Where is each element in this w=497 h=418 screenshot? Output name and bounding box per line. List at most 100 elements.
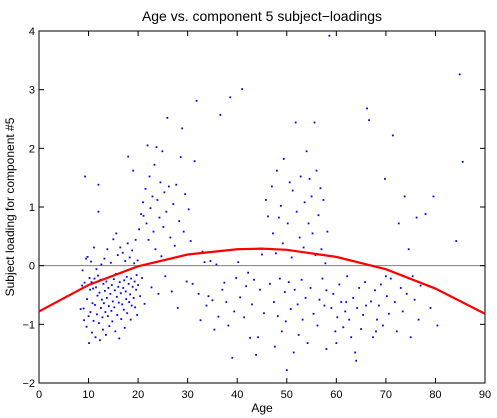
data-point <box>273 345 276 348</box>
data-point <box>305 150 308 153</box>
data-point <box>185 280 188 283</box>
data-point <box>292 351 295 354</box>
data-point <box>458 73 461 76</box>
data-point <box>237 261 240 264</box>
data-point <box>127 282 130 285</box>
data-point <box>118 281 121 283</box>
data-point <box>364 281 366 283</box>
data-point <box>115 232 118 235</box>
data-point <box>124 290 127 293</box>
data-point <box>318 298 321 301</box>
data-point <box>158 216 161 219</box>
data-point <box>319 187 322 190</box>
data-point <box>253 278 255 281</box>
data-point <box>92 319 95 322</box>
x-tick-label: 50 <box>281 389 293 401</box>
data-point <box>358 287 361 289</box>
data-point <box>165 210 168 213</box>
data-point <box>105 333 107 336</box>
data-point <box>314 254 317 257</box>
data-point <box>382 324 384 327</box>
data-point <box>156 199 159 201</box>
data-point <box>403 195 406 198</box>
data-point <box>178 220 181 222</box>
x-tick-label: 90 <box>479 389 491 401</box>
data-point <box>173 244 176 247</box>
data-point <box>179 156 182 159</box>
data-point <box>101 316 104 319</box>
data-point <box>106 315 109 318</box>
data-point <box>370 300 372 303</box>
plot-frame <box>38 30 486 384</box>
data-point <box>227 324 230 327</box>
data-point <box>346 275 349 278</box>
data-point <box>103 257 106 260</box>
data-point <box>298 236 301 239</box>
data-point <box>368 119 370 122</box>
y-tick-label: 2 <box>29 143 35 155</box>
data-point <box>261 253 263 256</box>
data-point <box>325 348 328 350</box>
data-point <box>257 336 259 339</box>
data-point <box>211 299 214 302</box>
data-point <box>81 284 84 287</box>
data-point <box>324 262 327 265</box>
data-point <box>121 303 124 306</box>
data-point <box>279 204 282 207</box>
data-point <box>101 298 103 301</box>
data-point <box>245 285 248 288</box>
data-point <box>136 314 139 316</box>
data-point <box>109 292 112 295</box>
data-point <box>108 325 111 327</box>
data-point <box>102 328 104 331</box>
data-point <box>118 337 121 340</box>
data-point <box>100 307 102 309</box>
data-point <box>107 287 110 289</box>
data-point <box>85 325 88 328</box>
data-point <box>310 195 313 198</box>
data-point <box>274 252 277 255</box>
data-point <box>143 302 146 305</box>
data-point <box>79 308 82 310</box>
data-point <box>116 254 119 257</box>
data-point <box>348 318 351 321</box>
data-point <box>387 312 390 315</box>
data-point <box>323 304 326 307</box>
data-point <box>296 303 299 306</box>
data-point <box>96 313 98 316</box>
data-point <box>126 312 129 315</box>
y-tick-label: 1 <box>29 202 35 214</box>
data-point <box>366 107 368 110</box>
data-point <box>302 246 305 249</box>
data-point <box>334 330 337 333</box>
data-point <box>413 298 416 301</box>
data-point <box>102 282 105 285</box>
data-point <box>176 307 179 309</box>
data-point <box>134 238 137 241</box>
data-point <box>161 150 164 153</box>
data-point <box>243 316 246 319</box>
data-point <box>122 287 125 289</box>
data-point <box>308 177 311 180</box>
data-point <box>152 230 155 233</box>
data-point <box>354 351 357 354</box>
data-point <box>399 287 402 289</box>
x-tick-label: 30 <box>182 389 194 401</box>
data-point <box>112 278 115 281</box>
data-point <box>360 328 363 330</box>
data-point <box>109 261 112 264</box>
data-point <box>98 322 100 325</box>
data-point <box>88 277 91 279</box>
data-point <box>131 249 134 252</box>
data-point <box>335 342 338 345</box>
data-point <box>94 336 97 339</box>
data-point <box>132 297 135 299</box>
data-point <box>229 96 232 99</box>
data-point <box>272 232 274 235</box>
data-point <box>397 222 400 225</box>
data-point <box>219 113 222 116</box>
x-tick-label: 10 <box>82 389 94 401</box>
data-point <box>217 315 220 318</box>
y-axis-ticks: −2 −1 0 1 2 3 4 <box>22 26 485 390</box>
data-point <box>286 222 289 225</box>
